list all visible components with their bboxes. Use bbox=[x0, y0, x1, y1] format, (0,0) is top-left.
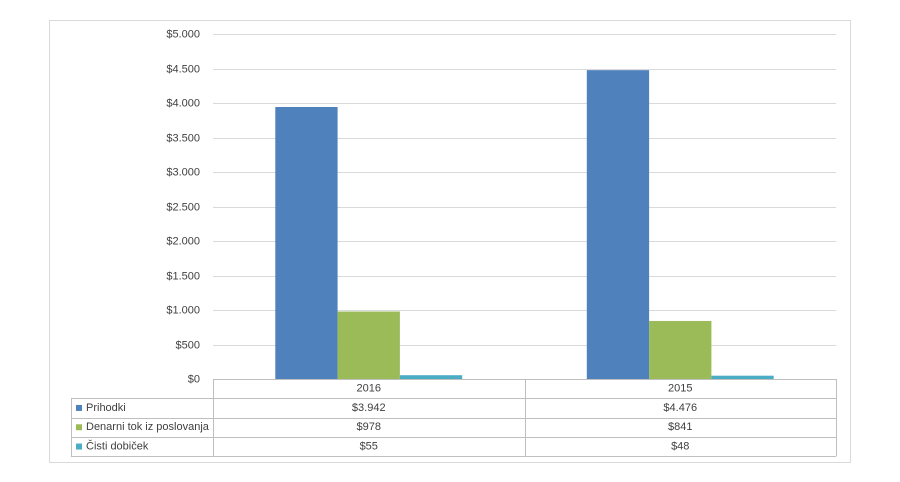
bar bbox=[711, 375, 774, 379]
x-tick-label: 2015 bbox=[668, 383, 692, 395]
bar bbox=[649, 320, 712, 379]
y-tick-label: $0 bbox=[188, 373, 200, 385]
bar bbox=[337, 311, 400, 379]
y-tick-label: $500 bbox=[176, 339, 200, 351]
y-tick-label: $2.500 bbox=[166, 201, 200, 213]
y-tick-label: $5.000 bbox=[166, 28, 200, 40]
data-label: $3.942 bbox=[352, 402, 386, 414]
bar bbox=[399, 375, 463, 379]
legend-label: Čisti dobiček bbox=[86, 439, 149, 452]
data-label: $4.476 bbox=[663, 402, 697, 414]
y-tick-label: $1.500 bbox=[166, 270, 200, 282]
y-tick-label: $2.000 bbox=[166, 235, 200, 247]
legend-key bbox=[76, 404, 82, 411]
data-label: $978 bbox=[357, 421, 381, 433]
data-label: $55 bbox=[360, 440, 378, 452]
legend-key bbox=[76, 424, 82, 431]
y-tick-label: $4.000 bbox=[166, 97, 200, 109]
data-label: $841 bbox=[668, 421, 692, 433]
x-tick-label: 2016 bbox=[357, 383, 381, 395]
y-tick-label: $3.500 bbox=[166, 132, 200, 144]
legend-label: Prihodki bbox=[86, 402, 126, 414]
data-label: $48 bbox=[671, 440, 689, 452]
y-tick-label: $3.000 bbox=[166, 166, 200, 178]
bar bbox=[275, 107, 338, 379]
y-tick-label: $4.500 bbox=[166, 63, 200, 75]
legend-label: Denarni tok iz poslovanja bbox=[86, 421, 210, 433]
legend-key bbox=[76, 443, 82, 450]
y-tick-label: $1.000 bbox=[166, 304, 200, 316]
bar bbox=[586, 70, 650, 379]
